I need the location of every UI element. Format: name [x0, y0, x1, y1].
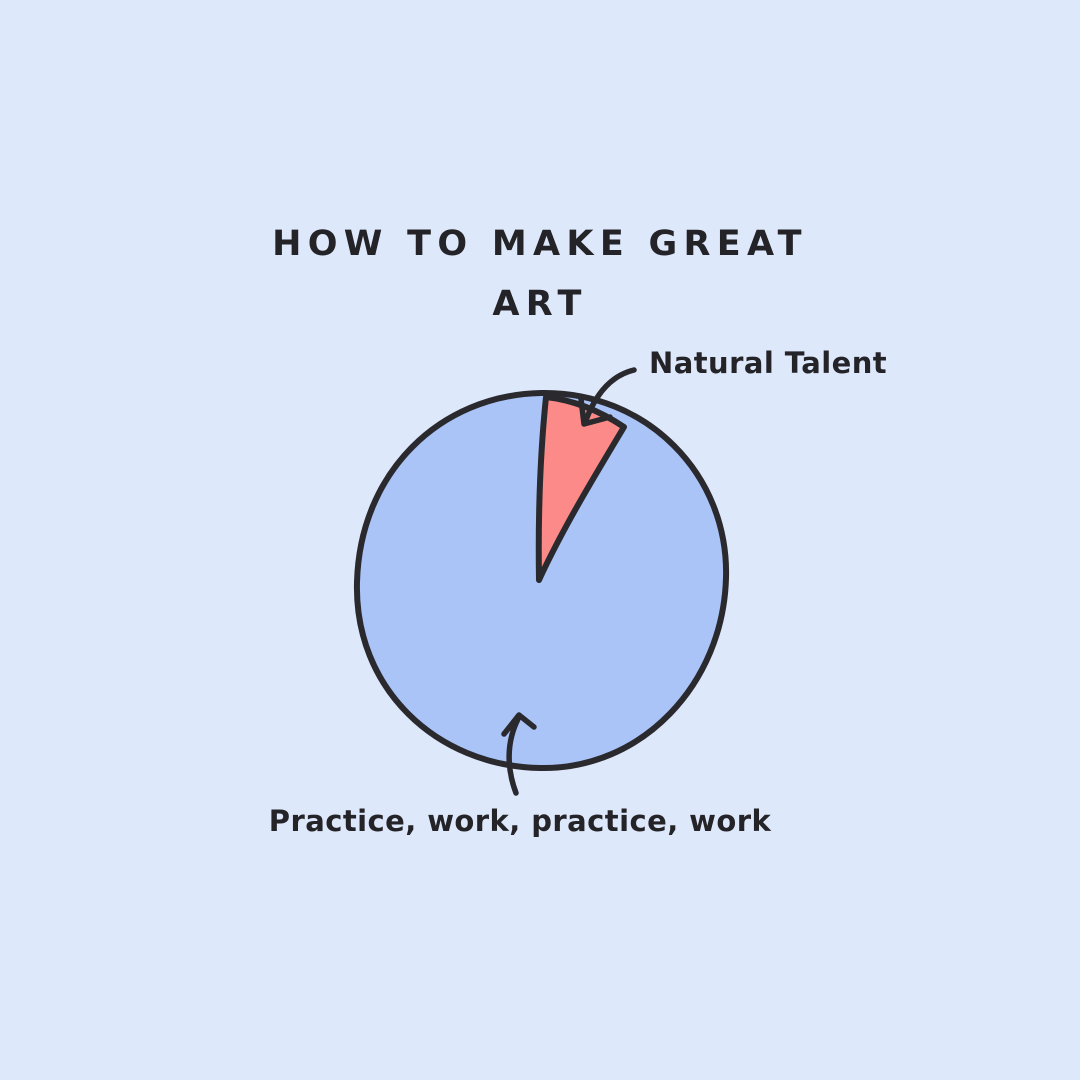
talent-arrow-shaft: [583, 367, 637, 423]
label-natural-talent: Natural Talent: [649, 346, 888, 380]
practice-arrowhead: [501, 712, 537, 737]
talent-arrowhead: [578, 396, 613, 427]
chart-title-line2: ART: [492, 284, 588, 324]
talent-arrow: [578, 367, 637, 427]
practice-arrow-shaft: [506, 716, 521, 796]
practice-arrow: [501, 712, 537, 796]
chart-title-line1: HOW TO MAKE GREAT: [272, 224, 808, 264]
label-practice: Practice, work, practice, work: [268, 804, 772, 838]
chart-title: HOW TO MAKE GREAT ART: [0, 214, 1080, 334]
talent-slice: [535, 394, 627, 583]
